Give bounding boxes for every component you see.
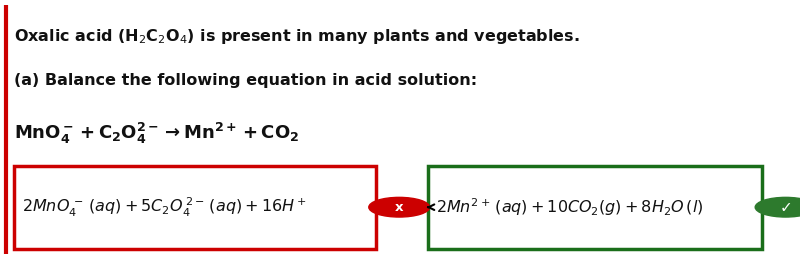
Text: $2Mn^{2+}\,(aq)+10CO_2(g)+8H_2O\,(l)$: $2Mn^{2+}\,(aq)+10CO_2(g)+8H_2O\,(l)$ [436, 196, 703, 218]
FancyBboxPatch shape [428, 166, 762, 249]
FancyBboxPatch shape [14, 166, 376, 249]
Text: $2MnO_4^{\,-}\,(aq)+5C_2O_4^{\,2-}\,(aq)+16H^+$: $2MnO_4^{\,-}\,(aq)+5C_2O_4^{\,2-}\,(aq)… [22, 196, 307, 219]
Text: $\mathbf{x}$: $\mathbf{x}$ [394, 201, 404, 214]
Circle shape [755, 197, 800, 217]
Text: $\mathbf{MnO_4^- + C_2O_4^{2-} \rightarrow Mn^{2+} + CO_2}$: $\mathbf{MnO_4^- + C_2O_4^{2-} \rightarr… [14, 120, 300, 146]
Text: ✓: ✓ [779, 200, 792, 215]
Circle shape [369, 197, 430, 217]
Text: (a) Balance the following equation in acid solution:: (a) Balance the following equation in ac… [14, 73, 478, 88]
Text: Oxalic acid (H$_2$C$_2$O$_4$) is present in many plants and vegetables.: Oxalic acid (H$_2$C$_2$O$_4$) is present… [14, 27, 580, 46]
